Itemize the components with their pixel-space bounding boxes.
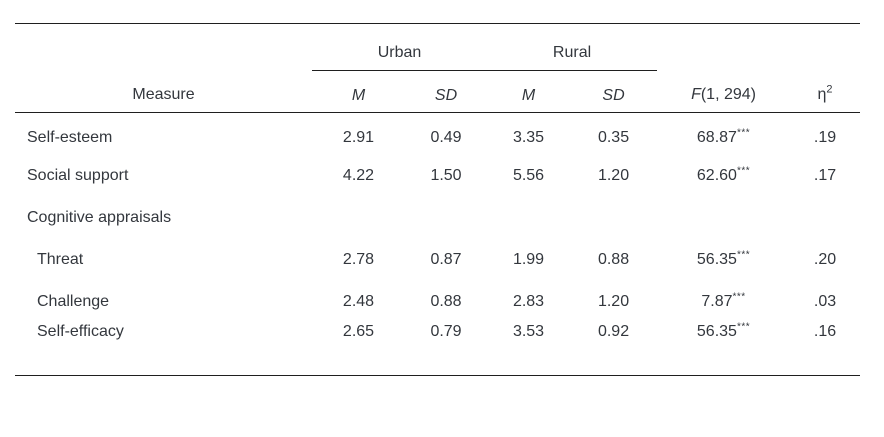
column-header-rural-sd: SD <box>570 70 658 113</box>
column-header-urban-sd: SD <box>405 70 488 113</box>
eta-squared-value: .17 <box>813 166 837 184</box>
measure-label: Social support <box>27 166 129 184</box>
table-row-threat: Threat 2.78 0.87 1.99 0.88 56.35*** .20 <box>15 239 860 281</box>
urban-mean-value: 2.65 <box>342 322 375 340</box>
anova-results-table: Measure Urban Rural F(1, 294) η2 M SD M … <box>15 23 861 376</box>
urban-sd-value: 0.49 <box>430 129 462 147</box>
column-header-eta-squared: η2 <box>790 23 861 113</box>
column-header-f-statistic: F(1, 294) <box>657 23 791 113</box>
urban-sd-value: 1.50 <box>430 166 462 184</box>
significance-stars: *** <box>736 127 751 139</box>
rural-mean-value: 3.53 <box>512 322 545 340</box>
measure-label: Threat <box>37 250 84 268</box>
empty-cell <box>312 197 405 239</box>
f-value: 62.60*** <box>696 165 751 184</box>
rural-sd-value: 1.20 <box>597 166 630 184</box>
rural-mean-value: 5.56 <box>512 166 545 184</box>
f-symbol: F <box>691 86 701 103</box>
rural-sd-value: 1.20 <box>597 292 630 310</box>
column-header-measure: Measure <box>15 23 312 113</box>
empty-cell <box>657 197 790 239</box>
table-row-cognitive-appraisals-group: Cognitive appraisals <box>15 197 860 239</box>
rural-sd-value: 0.88 <box>597 250 630 268</box>
f-value: 68.87*** <box>696 127 751 147</box>
rural-mean-value: 3.35 <box>512 129 545 147</box>
rural-sd-value: 0.92 <box>597 322 630 340</box>
table-body: Self-esteem 2.91 0.49 3.35 0.35 68.87***… <box>15 113 860 376</box>
table-row-challenge: Challenge 2.48 0.88 2.83 1.20 7.87*** .0… <box>15 281 860 323</box>
significance-stars: *** <box>732 291 746 303</box>
table-row-self-efficacy: Self-efficacy 2.65 0.79 3.53 0.92 56.35*… <box>15 321 860 376</box>
empty-cell <box>487 197 570 239</box>
urban-mean-value: 2.78 <box>342 250 375 268</box>
column-header-rural-mean: M <box>487 70 571 113</box>
eta-squared-value: .16 <box>813 322 837 340</box>
rural-mean-value: 2.83 <box>512 292 545 310</box>
header-row-substats: M SD M SD <box>15 70 860 113</box>
eta-exponent: 2 <box>826 83 833 96</box>
table-row-social-support: Social support 4.22 1.50 5.56 1.20 62.60… <box>15 155 860 197</box>
rural-sd-value: 0.35 <box>597 129 630 147</box>
empty-cell <box>570 197 657 239</box>
f-value: 56.35*** <box>696 249 751 268</box>
urban-sd-value: 0.87 <box>430 250 462 268</box>
column-group-urban: Urban <box>312 23 488 71</box>
significance-stars: *** <box>736 165 751 177</box>
eta-symbol: η <box>817 86 827 103</box>
urban-sd-value: 0.79 <box>430 322 462 340</box>
f-df: (1, 294) <box>700 86 756 103</box>
urban-sd-value: 0.88 <box>430 292 462 310</box>
empty-cell <box>405 197 487 239</box>
table-row-self-esteem: Self-esteem 2.91 0.49 3.35 0.35 68.87***… <box>15 113 860 155</box>
header-row-groups: Measure Urban Rural F(1, 294) η2 <box>15 23 861 113</box>
significance-stars: *** <box>736 321 751 333</box>
significance-stars: *** <box>736 249 751 261</box>
measure-group-label: Cognitive appraisals <box>27 208 172 226</box>
eta-squared-value: .19 <box>813 129 837 147</box>
f-value: 56.35*** <box>696 321 751 340</box>
eta-squared-value: .03 <box>813 292 837 310</box>
f-value: 7.87*** <box>701 291 746 310</box>
paper-table-container: Measure Urban Rural F(1, 294) η2 M SD M … <box>15 23 861 376</box>
urban-mean-value: 2.48 <box>342 292 375 310</box>
rural-mean-value: 1.99 <box>512 250 545 268</box>
measure-label: Self-esteem <box>27 129 113 147</box>
column-group-rural: Rural <box>487 23 658 71</box>
eta-squared-value: .20 <box>813 250 837 268</box>
measure-label: Self-efficacy <box>37 322 124 340</box>
urban-mean-value: 4.22 <box>342 166 375 184</box>
column-header-urban-mean: M <box>312 70 405 113</box>
empty-cell <box>790 197 860 239</box>
table-header: Measure Urban Rural F(1, 294) η2 M SD M … <box>15 23 861 113</box>
measure-label: Challenge <box>37 292 110 310</box>
urban-mean-value: 2.91 <box>342 129 375 147</box>
